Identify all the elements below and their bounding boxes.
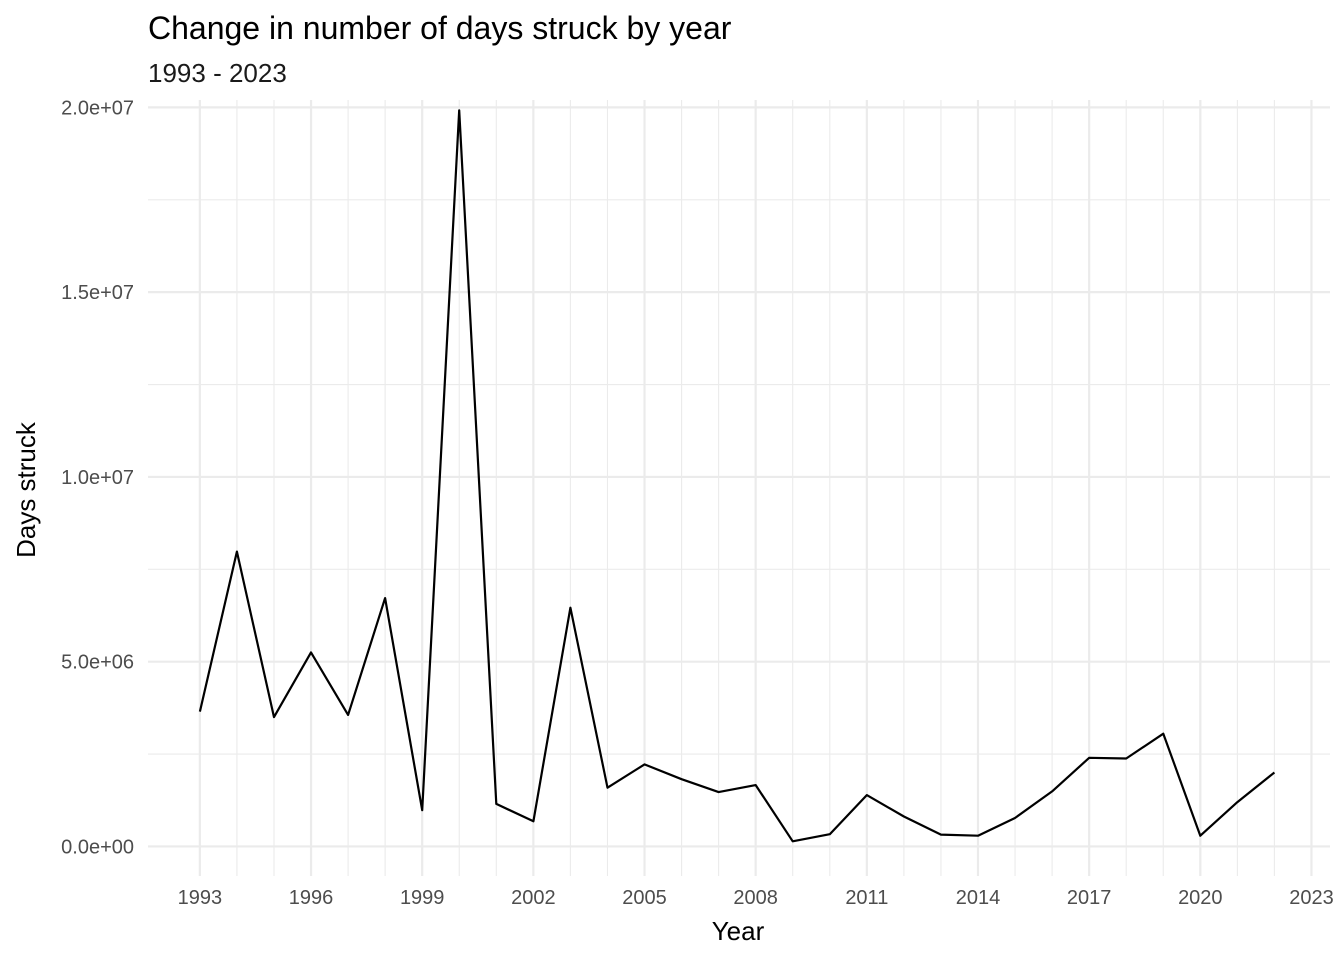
y-axis-tick-labels: 0.0e+00 5.0e+06 1.0e+07 1.5e+07 2.0e+07: [61, 97, 134, 858]
grid-lines: [148, 100, 1330, 876]
x-tick-label: 1999: [400, 887, 445, 909]
series-line: [198, 109, 1276, 843]
y-tick-label: 1.5e+07: [61, 282, 134, 304]
x-tick-label: 1993: [178, 887, 223, 909]
x-tick-label: 2020: [1178, 887, 1223, 909]
y-tick-label: 2.0e+07: [61, 97, 134, 119]
x-axis-tick-labels: 1993 1996 1999 2002 2005 2008 2011 2014 2017 2020…: [178, 887, 1334, 909]
y-tick-label: 0.0e+00: [61, 836, 134, 858]
x-tick-label: 2008: [733, 887, 778, 909]
x-axis-title: Year: [712, 916, 765, 946]
y-tick-label: 5.0e+06: [61, 652, 134, 674]
x-tick-label: 2017: [1067, 887, 1112, 909]
chart-title: Change in number of days struck by year: [148, 10, 732, 46]
x-tick-label: 2023: [1289, 887, 1334, 909]
x-tick-label: 1996: [289, 887, 334, 909]
x-tick-label: 2005: [622, 887, 667, 909]
y-axis-title: Days struck: [11, 421, 41, 558]
y-tick-label: 1.0e+07: [61, 467, 134, 489]
x-tick-label: 2002: [511, 887, 556, 909]
chart-subtitle: 1993 - 2023: [148, 58, 287, 88]
x-tick-label: 2011: [845, 887, 888, 909]
data-series: [198, 109, 1276, 843]
x-tick-label: 2014: [956, 887, 1001, 909]
